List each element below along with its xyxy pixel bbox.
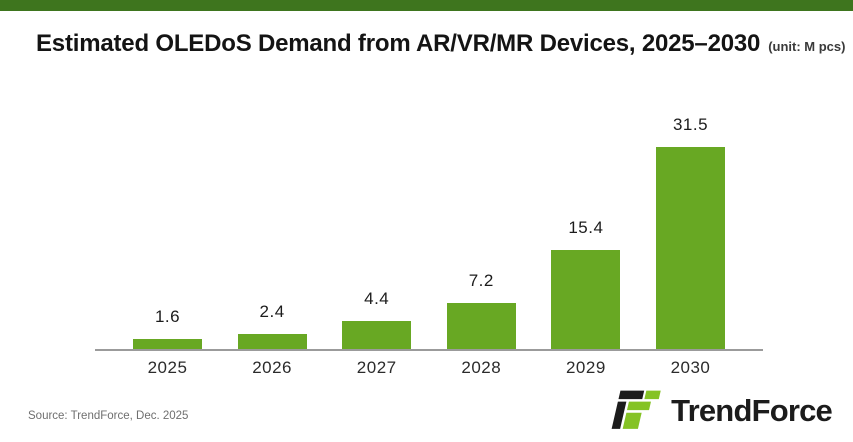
trendforce-logo-text: TrendForce	[671, 393, 833, 428]
bar-2029	[551, 250, 621, 349]
bar-2026	[237, 334, 307, 349]
bar-group-2025: 1.6 2025	[115, 96, 220, 377]
value-label: 15.4	[568, 218, 604, 237]
x-tick-label: 2029	[565, 358, 606, 377]
bar-group-2028: 7.2 2028	[429, 96, 534, 377]
x-tick-label: 2027	[356, 358, 397, 377]
bar-chart: 1.6 2025 2.4 2026 4.4 2027 7.2 2028 15.4 2029 31.5…	[95, 96, 763, 377]
bar-group-2030: 31.5 2030	[638, 96, 743, 377]
x-tick-label: 2030	[670, 358, 711, 377]
unit-note: (unit: M pcs)	[768, 39, 846, 54]
value-label: 1.6	[154, 307, 181, 326]
bar-group-2026: 2.4 2026	[220, 96, 325, 377]
value-label: 2.4	[259, 302, 285, 321]
value-label: 4.4	[364, 289, 390, 308]
footer: Source: TrendForce, Dec. 2025 TrendForce	[0, 378, 853, 442]
bar-2027	[342, 321, 412, 349]
x-tick-label: 2026	[252, 358, 293, 377]
bar-2028	[446, 303, 516, 349]
plot-area: 1.6 2025 2.4 2026 4.4 2027 7.2 2028 15.4 2029 31.5…	[95, 96, 763, 377]
value-label: 31.5	[672, 115, 709, 134]
bar-group-2029: 15.4 2029	[534, 96, 639, 377]
x-tick-label: 2028	[461, 358, 502, 377]
value-label: 7.2	[468, 271, 494, 290]
top-accent-bar	[0, 0, 853, 11]
source-note: Source: TrendForce, Dec. 2025	[28, 410, 189, 422]
trendforce-logo: TrendForce	[610, 387, 833, 435]
page-title: Estimated OLEDoS Demand from AR/VR/MR De…	[36, 30, 761, 57]
bar-2030	[655, 147, 725, 349]
bar-group-2027: 4.4 2027	[324, 96, 429, 377]
x-tick-label: 2025	[147, 358, 188, 377]
chart-header: Estimated OLEDoS Demand from AR/VR/MR De…	[36, 30, 853, 58]
bar-2025	[133, 339, 203, 349]
trendforce-logo-icon	[611, 390, 661, 429]
